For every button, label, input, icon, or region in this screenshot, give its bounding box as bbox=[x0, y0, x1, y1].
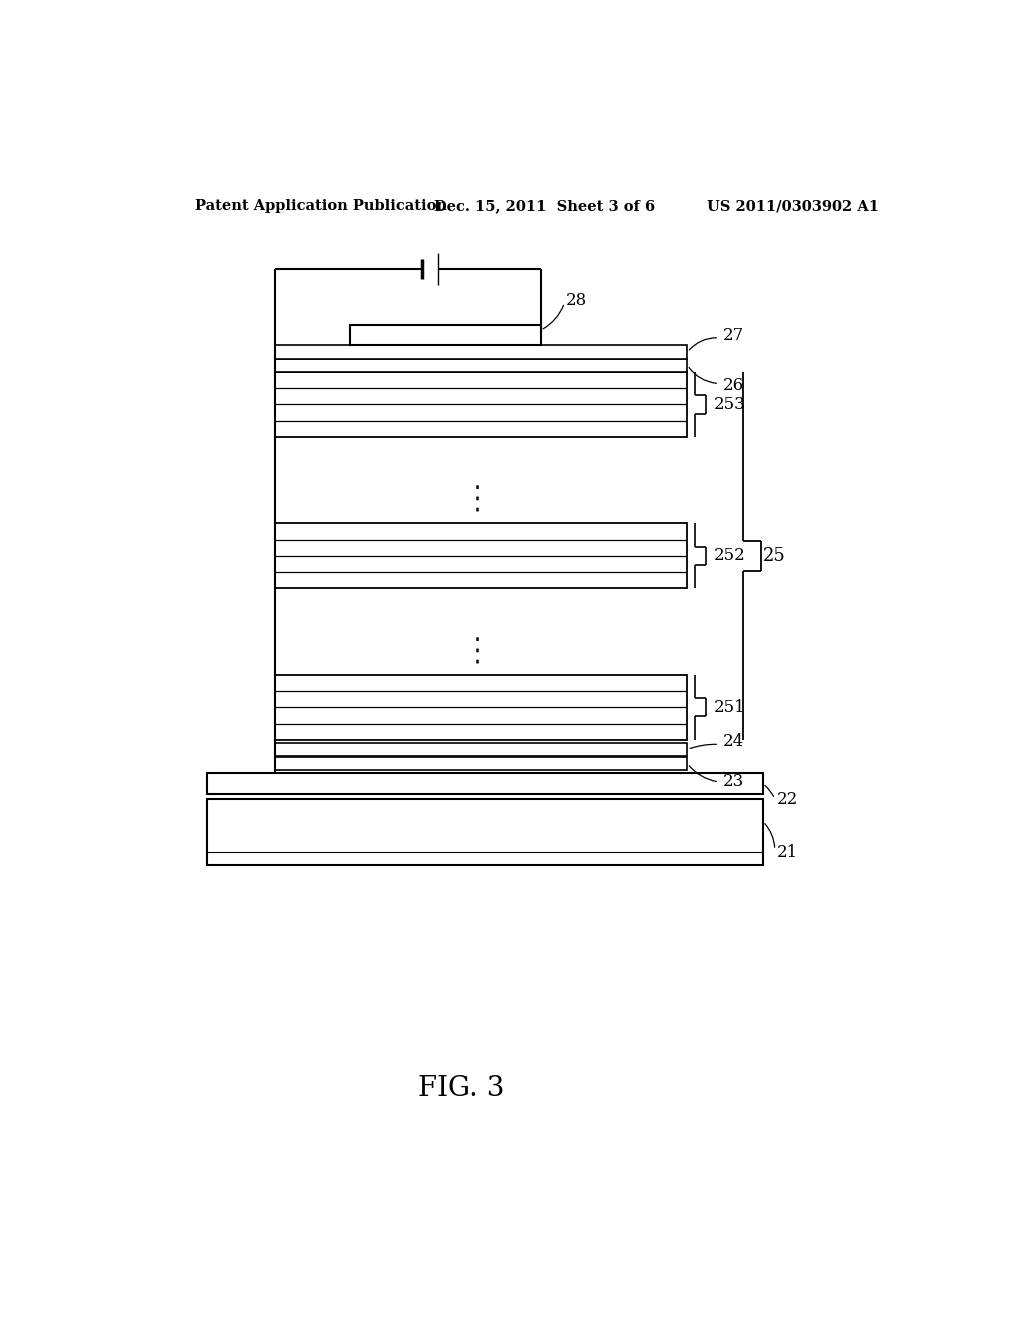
Text: 22: 22 bbox=[776, 791, 798, 808]
Text: 252: 252 bbox=[714, 548, 745, 565]
Bar bbox=[207, 774, 763, 793]
Bar bbox=[274, 372, 687, 437]
Text: 24: 24 bbox=[723, 733, 744, 750]
Text: 253: 253 bbox=[714, 396, 745, 413]
Text: 28: 28 bbox=[566, 292, 588, 309]
Text: FIG. 3: FIG. 3 bbox=[418, 1074, 505, 1102]
Bar bbox=[274, 758, 687, 771]
Bar bbox=[274, 359, 687, 372]
Text: 23: 23 bbox=[723, 774, 744, 791]
Bar bbox=[274, 675, 687, 739]
Text: 27: 27 bbox=[723, 327, 744, 345]
Bar bbox=[274, 346, 687, 359]
Bar bbox=[274, 743, 687, 756]
Bar bbox=[350, 325, 541, 346]
Text: 26: 26 bbox=[723, 378, 744, 395]
Text: 25: 25 bbox=[763, 546, 785, 565]
Text: Dec. 15, 2011  Sheet 3 of 6: Dec. 15, 2011 Sheet 3 of 6 bbox=[433, 199, 654, 213]
Text: 21: 21 bbox=[776, 843, 798, 861]
Text: Patent Application Publication: Patent Application Publication bbox=[196, 199, 447, 213]
Text: 251: 251 bbox=[714, 698, 745, 715]
Text: US 2011/0303902 A1: US 2011/0303902 A1 bbox=[708, 199, 880, 213]
Bar bbox=[207, 799, 763, 865]
Bar bbox=[274, 523, 687, 589]
